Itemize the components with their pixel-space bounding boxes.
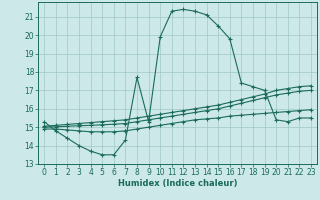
X-axis label: Humidex (Indice chaleur): Humidex (Indice chaleur)	[118, 179, 237, 188]
